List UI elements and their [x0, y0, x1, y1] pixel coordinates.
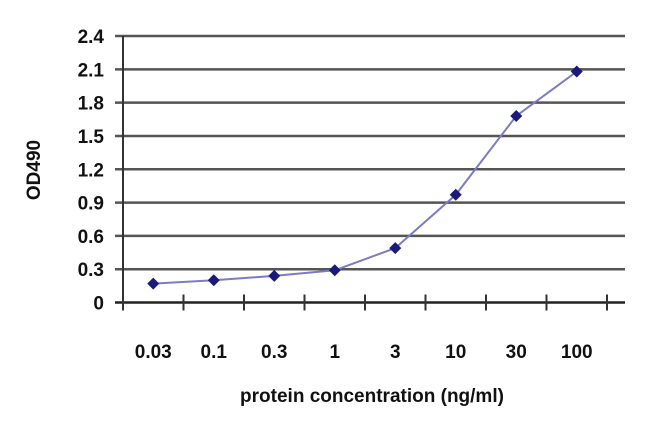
x-tick-label: 10	[445, 342, 466, 363]
x-tick-label: 0.3	[261, 342, 287, 363]
y-tick-label: 0.9	[78, 194, 104, 215]
x-tick-label: 30	[506, 342, 527, 363]
x-tick-label: 1	[329, 342, 340, 363]
data-point-marker	[449, 188, 462, 201]
x-tick-label: 100	[561, 342, 593, 363]
series-od490	[147, 65, 583, 290]
data-point-marker	[147, 277, 160, 290]
y-axis-label: OD490	[24, 140, 45, 200]
y-tick-label: 1.2	[78, 160, 104, 181]
y-tick-label: 0.3	[78, 260, 104, 281]
x-tick-labels: 0.03 0.1 0.3 1 3 10 30 100	[135, 342, 593, 363]
y-tick-label: 2.4	[78, 27, 105, 48]
x-tick-label: 0.03	[135, 342, 172, 363]
axes	[115, 36, 625, 311]
x-tick-label: 0.1	[201, 342, 228, 363]
gridlines	[115, 34, 625, 271]
y-tick-label: 2.1	[78, 60, 105, 81]
data-point-marker	[389, 242, 402, 255]
data-point-marker	[570, 65, 583, 78]
data-point-marker	[510, 109, 523, 122]
y-tick-label: 1.8	[78, 94, 104, 115]
x-tick-label: 3	[390, 342, 401, 363]
data-point-marker	[268, 269, 281, 282]
x-axis-label: protein concentration (ng/ml)	[240, 386, 504, 407]
y-tick-label: 0	[93, 294, 104, 315]
data-point-marker	[207, 274, 220, 287]
series-line	[153, 70, 578, 285]
y-tick-label: 0.6	[78, 227, 104, 248]
y-tick-label: 1.5	[78, 127, 105, 148]
y-tick-labels: 0 0.3 0.6 0.9 1.2 1.5 1.8 2.1 2.4	[78, 27, 105, 315]
data-point-marker	[328, 264, 341, 277]
